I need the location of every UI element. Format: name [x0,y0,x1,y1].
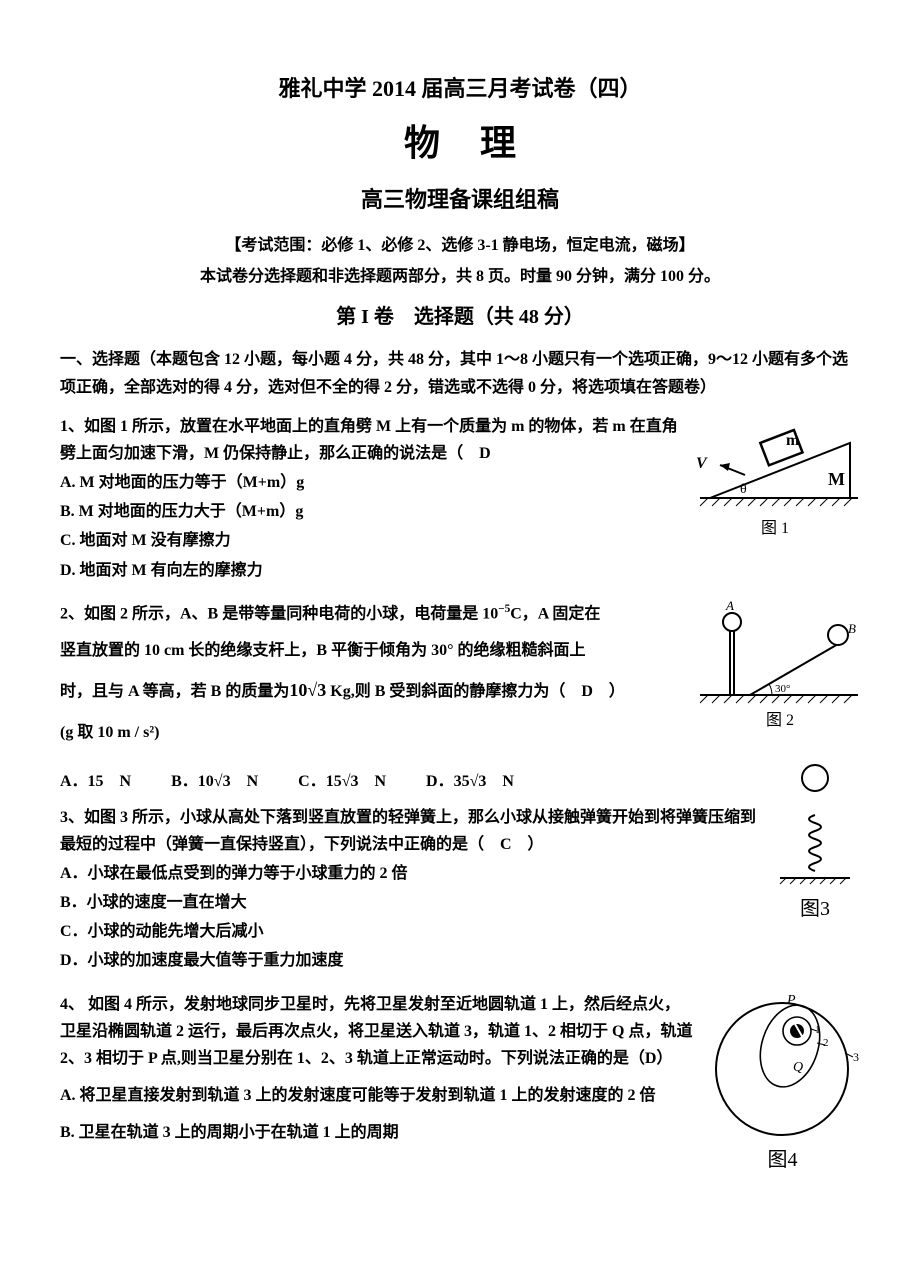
svg-text:V: V [696,455,708,472]
scope-line: 【考试范围：必修 1、必修 2、选修 3-1 静电场，恒定电流，磁场】 [60,232,860,259]
svg-text:1: 1 [815,1024,821,1036]
figure-3: 图3 [770,760,860,926]
q3-opt-a: A．小球在最低点受到的弹力等于小球重力的 2 倍 [60,860,860,887]
question-1: m M θ V 图 1 1、如图 1 所示，放置在水平地面上的直角劈 M 上有一… [60,413,860,586]
question-4: P Q 1 2 3 图4 4、 如图 4 所示，发射地球同步卫星时，先将卫星发射… [60,991,860,1183]
figure-2: A B 30° 图 2 [700,600,860,734]
figure-1-caption: 图 1 [690,515,860,542]
figure-3-caption: 图3 [770,892,860,926]
exam-title: 雅礼中学 2014 届高三月考试卷（四） [60,70,860,107]
question-3: 图3 A．15 N B．10√3 N C．15√3 N D．35√3 N 3、如… [60,760,860,976]
q1-opt-d: D. 地面对 M 有向左的摩擦力 [60,557,860,584]
q2-opt-a: A．15 N [60,768,131,795]
svg-text:θ: θ [740,482,747,497]
author-line: 高三物理备课组组稿 [60,181,860,218]
q3-opt-c: C．小球的动能先增大后减小 [60,918,860,945]
svg-text:2: 2 [823,1037,829,1049]
q2-choices: A．15 N B．10√3 N C．15√3 N D．35√3 N [60,768,760,795]
info-line: 本试卷分选择题和非选择题两部分，共 8 页。时量 90 分钟，满分 100 分。 [60,263,860,290]
q3-opt-d: D．小球的加速度最大值等于重力加速度 [60,947,860,974]
svg-text:B: B [848,621,856,636]
svg-text:m: m [786,432,800,449]
subject-title: 物理 [60,113,860,174]
question-2: A B 30° 图 2 2、如图 2 所示，A、B 是带等量同种电荷的小球，电荷… [60,600,860,746]
q2-opt-d: D．35√3 N [426,768,514,795]
figure-2-caption: 图 2 [700,707,860,734]
svg-text:3: 3 [853,1050,859,1064]
figure-4-caption: 图4 [705,1143,860,1177]
svg-text:A: A [725,600,734,613]
svg-text:M: M [828,469,845,489]
q2-opt-c: C．15√3 N [298,768,386,795]
figure-4: P Q 1 2 3 图4 [705,991,860,1177]
svg-text:P: P [786,993,796,1008]
q3-text: 3、如图 3 所示，小球从高处下落到竖直放置的轻弹簧上，那么小球从接触弹簧开始到… [60,804,860,858]
q3-opt-b: B．小球的速度一直在增大 [60,889,860,916]
section-heading: 第 I 卷 选择题（共 48 分） [60,300,860,334]
q2-opt-b: B．10√3 N [171,768,258,795]
svg-text:Q: Q [793,1060,803,1075]
section-instructions: 一、选择题（本题包含 12 小题，每小题 4 分，共 48 分，其中 1～8 小… [60,346,860,400]
figure-1: m M θ V 图 1 [690,413,860,542]
svg-text:30°: 30° [775,683,790,695]
